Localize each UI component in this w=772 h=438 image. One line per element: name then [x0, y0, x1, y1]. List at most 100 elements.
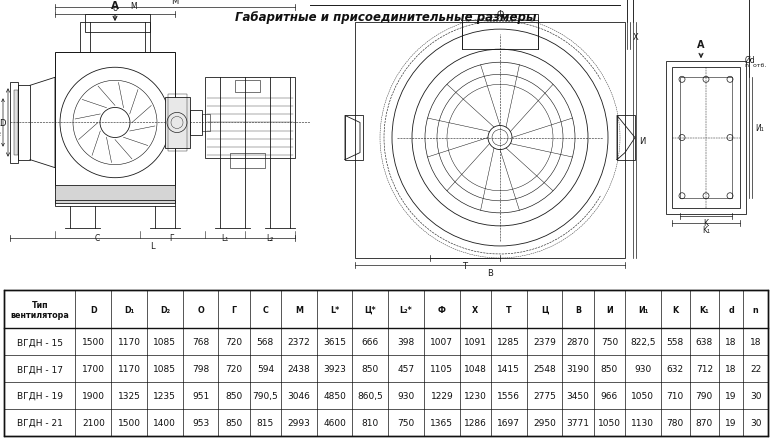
Text: o: o — [113, 4, 117, 13]
Bar — [462, 15, 538, 50]
Text: 860,5: 860,5 — [357, 391, 383, 400]
Text: 1048: 1048 — [464, 364, 487, 373]
Text: 18: 18 — [726, 364, 737, 373]
Text: 457: 457 — [398, 364, 415, 373]
Text: K₁: K₁ — [702, 226, 710, 234]
Text: n  отб.: n отб. — [745, 63, 767, 68]
Text: 720: 720 — [225, 337, 242, 346]
Text: 594: 594 — [257, 364, 274, 373]
Text: X: X — [633, 32, 638, 42]
Text: 1556: 1556 — [497, 391, 520, 400]
Text: 1286: 1286 — [464, 418, 487, 427]
Bar — [672, 68, 740, 208]
Text: Г: Г — [232, 305, 237, 314]
Bar — [230, 153, 265, 168]
Bar — [202, 115, 210, 131]
Text: 2379: 2379 — [533, 337, 556, 346]
Text: 3771: 3771 — [567, 418, 590, 427]
Text: Ф: Ф — [496, 10, 503, 19]
Polygon shape — [30, 78, 55, 168]
Bar — [345, 116, 363, 160]
Text: 30: 30 — [750, 418, 761, 427]
Bar — [10, 83, 18, 163]
Text: 1229: 1229 — [431, 391, 453, 400]
Text: K: K — [703, 218, 709, 227]
Text: Ц*: Ц* — [364, 305, 376, 314]
Text: K₁: K₁ — [699, 305, 709, 314]
Text: 750: 750 — [601, 337, 618, 346]
Text: 953: 953 — [192, 418, 209, 427]
Text: M: M — [295, 305, 303, 314]
Text: d: d — [728, 305, 734, 314]
Text: 850: 850 — [362, 364, 379, 373]
Text: A: A — [111, 1, 119, 11]
Text: 398: 398 — [398, 337, 415, 346]
Text: M: M — [171, 0, 178, 6]
Text: 4850: 4850 — [323, 391, 346, 400]
Text: 815: 815 — [257, 418, 274, 427]
Text: 1235: 1235 — [154, 391, 176, 400]
Text: 870: 870 — [696, 418, 713, 427]
Text: 951: 951 — [192, 391, 209, 400]
Text: 3046: 3046 — [287, 391, 310, 400]
Text: 1500: 1500 — [82, 337, 105, 346]
Text: Г: Г — [170, 233, 174, 242]
Text: Габаритные и присоединительные размеры: Габаритные и присоединительные размеры — [235, 11, 537, 24]
Text: 3450: 3450 — [567, 391, 590, 400]
Bar — [55, 185, 175, 203]
Text: И: И — [606, 305, 613, 314]
Text: L₁: L₁ — [222, 233, 229, 242]
Text: 19: 19 — [726, 391, 737, 400]
Text: 1230: 1230 — [464, 391, 487, 400]
Text: 2548: 2548 — [533, 364, 556, 373]
Text: 3615: 3615 — [323, 337, 346, 346]
Text: 966: 966 — [601, 391, 618, 400]
Text: 930: 930 — [398, 391, 415, 400]
Text: 2100: 2100 — [82, 418, 105, 427]
Text: 3923: 3923 — [323, 364, 346, 373]
Bar — [205, 78, 295, 158]
Text: 790,5: 790,5 — [252, 391, 278, 400]
Text: И₁: И₁ — [755, 124, 764, 133]
Text: M: M — [130, 2, 137, 11]
Text: 666: 666 — [362, 337, 379, 346]
Text: A: A — [697, 40, 705, 50]
Text: Тип
вентилятора: Тип вентилятора — [10, 300, 69, 319]
Text: 1900: 1900 — [82, 391, 105, 400]
Text: 1325: 1325 — [117, 391, 141, 400]
Text: T: T — [462, 261, 468, 270]
Text: 1400: 1400 — [154, 418, 176, 427]
Text: 930: 930 — [635, 364, 652, 373]
Text: 568: 568 — [257, 337, 274, 346]
Text: 558: 558 — [667, 337, 684, 346]
Text: X: X — [472, 305, 479, 314]
Text: C: C — [94, 233, 100, 242]
Text: 1091: 1091 — [464, 337, 487, 346]
Text: B: B — [575, 305, 581, 314]
Text: L₂*: L₂* — [400, 305, 412, 314]
Text: D₂: D₂ — [160, 305, 170, 314]
Text: 2438: 2438 — [287, 364, 310, 373]
Text: 1007: 1007 — [430, 337, 453, 346]
Text: ВГДН - 21: ВГДН - 21 — [17, 418, 63, 427]
Text: O: O — [197, 305, 204, 314]
Text: B: B — [487, 268, 493, 277]
Text: D₁: D₁ — [124, 305, 134, 314]
Bar — [666, 62, 746, 214]
Polygon shape — [345, 116, 363, 160]
Text: 4600: 4600 — [323, 418, 346, 427]
Text: 850: 850 — [225, 418, 242, 427]
Text: D: D — [0, 119, 6, 128]
Text: 768: 768 — [192, 337, 209, 346]
Text: 1085: 1085 — [154, 337, 176, 346]
Text: D: D — [90, 305, 96, 314]
Text: Ф: Ф — [438, 305, 445, 314]
Text: ВГДН - 19: ВГДН - 19 — [17, 391, 63, 400]
Text: Ц: Ц — [541, 305, 548, 314]
Text: 790: 790 — [696, 391, 713, 400]
Text: 1365: 1365 — [430, 418, 453, 427]
Text: 1085: 1085 — [154, 364, 176, 373]
Text: 780: 780 — [667, 418, 684, 427]
Text: 1050: 1050 — [631, 391, 655, 400]
Text: 632: 632 — [667, 364, 684, 373]
